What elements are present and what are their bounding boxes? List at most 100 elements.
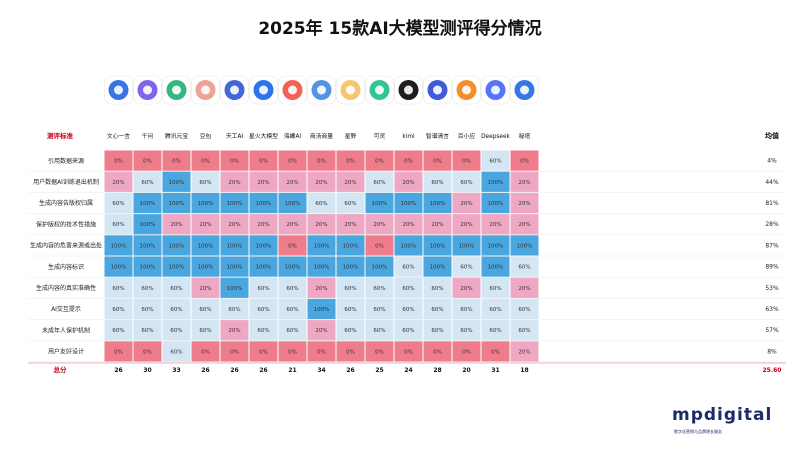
score-cell (249, 150, 278, 171)
criterion-label: 生成内容标识 (48, 263, 84, 271)
yuanbao-icon (162, 75, 191, 105)
score-cell (249, 235, 278, 256)
score-cell (336, 320, 365, 341)
score-label: 100% (140, 222, 156, 228)
score-label: 20% (315, 286, 327, 292)
score-label: 60% (257, 286, 269, 292)
score-label: 60% (199, 307, 211, 313)
score-cell (162, 235, 191, 256)
average-header: 均值 (765, 131, 779, 140)
row-average: 8% (767, 348, 777, 355)
score-cell (307, 320, 336, 341)
score-label: 100% (459, 243, 475, 249)
score-label: 0% (375, 349, 384, 355)
score-label: 0% (404, 349, 413, 355)
score-cell (133, 235, 162, 256)
score-cell (481, 192, 510, 214)
criterion-label: 生成内容的危害来源或出处 (30, 242, 102, 250)
product-total: 18 (520, 367, 528, 374)
score-cell (481, 320, 510, 341)
score-cell (162, 192, 191, 214)
score-label: 100% (169, 265, 185, 271)
score-cell (452, 192, 481, 214)
score-cell (104, 214, 133, 235)
score-label: 100% (198, 243, 214, 249)
score-label: 60% (373, 328, 385, 334)
score-cell (133, 298, 162, 320)
score-cell (423, 320, 452, 341)
score-label: 100% (343, 243, 359, 249)
score-cell (220, 171, 249, 192)
score-cell (481, 171, 510, 192)
score-cell (394, 277, 423, 298)
score-label: 100% (372, 201, 388, 207)
wenxin-icon (104, 75, 133, 105)
score-label: 0% (433, 159, 442, 165)
row-average: 57% (765, 327, 779, 334)
score-cell (307, 150, 336, 171)
score-cell (307, 171, 336, 192)
score-cell (278, 214, 307, 235)
row-average: 53% (765, 285, 779, 292)
score-cell (104, 341, 133, 362)
zhipu-icon (423, 75, 452, 105)
score-label: 60% (199, 180, 211, 186)
score-label: 0% (375, 159, 384, 165)
score-label: 60% (170, 328, 182, 334)
score-cell (423, 171, 452, 192)
product-total: 26 (230, 367, 238, 374)
row-average: 28% (765, 221, 779, 228)
mita-icon (510, 75, 539, 105)
score-label: 60% (489, 286, 501, 292)
score-cell (365, 277, 394, 298)
score-cell (336, 192, 365, 214)
score-label: 60% (460, 180, 472, 186)
score-label: 100% (169, 243, 185, 249)
total-average: 25.60 (763, 367, 782, 374)
score-label: 20% (518, 201, 530, 207)
score-label: 0% (201, 349, 210, 355)
product-total: 33 (172, 367, 180, 374)
score-cell (191, 298, 220, 320)
score-cell (481, 341, 510, 362)
product-name: 百小应 (458, 132, 476, 140)
product-name: kimi (402, 134, 415, 140)
score-label: 60% (170, 307, 182, 313)
brand-logo: mpdigital 数字化营销与品牌增长服务 (672, 405, 788, 439)
score-cell (481, 235, 510, 256)
row-average: 87% (765, 242, 779, 249)
score-cell (162, 277, 191, 298)
score-cell (452, 171, 481, 192)
score-label: 20% (489, 222, 501, 228)
score-cell (481, 150, 510, 171)
score-cell (510, 150, 539, 171)
score-label: 60% (112, 307, 124, 313)
score-cell (307, 192, 336, 214)
score-cell (104, 320, 133, 341)
product-total: 24 (404, 367, 412, 374)
score-label: 100% (111, 243, 127, 249)
score-label: 100% (111, 265, 127, 271)
score-label: 60% (431, 286, 443, 292)
score-cell (191, 171, 220, 192)
score-cell (191, 320, 220, 341)
score-label: 60% (460, 328, 472, 334)
score-label: 100% (430, 243, 446, 249)
row-average: 89% (765, 264, 779, 271)
score-cell (307, 256, 336, 277)
score-label: 60% (112, 328, 124, 334)
score-cell (394, 341, 423, 362)
score-label: 60% (141, 286, 153, 292)
score-cell (104, 192, 133, 214)
score-cell (336, 298, 365, 320)
score-cell (249, 298, 278, 320)
score-cell (104, 256, 133, 277)
score-cell (394, 235, 423, 256)
score-cell (133, 171, 162, 192)
score-cell (133, 214, 162, 235)
product-name: 腾讯元宝 (165, 132, 188, 140)
score-cell (278, 320, 307, 341)
score-cell (191, 235, 220, 256)
score-label: 0% (143, 159, 152, 165)
criterion-label: 用户友好设计 (48, 348, 84, 356)
